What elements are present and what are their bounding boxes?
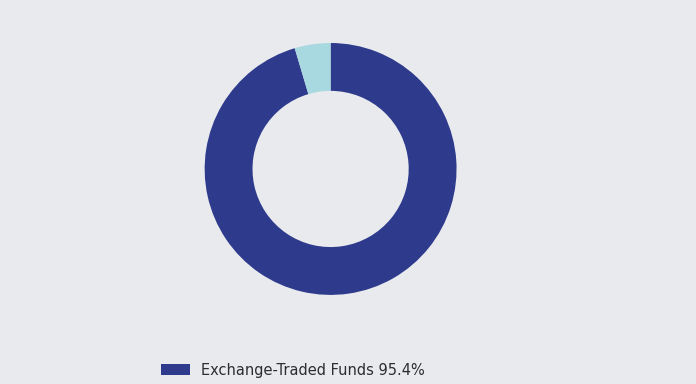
Legend: Exchange-Traded Funds 95.4%, Purchased Options 4.6%: Exchange-Traded Funds 95.4%, Purchased O… (153, 356, 432, 384)
Wedge shape (205, 43, 457, 295)
Wedge shape (294, 43, 331, 94)
